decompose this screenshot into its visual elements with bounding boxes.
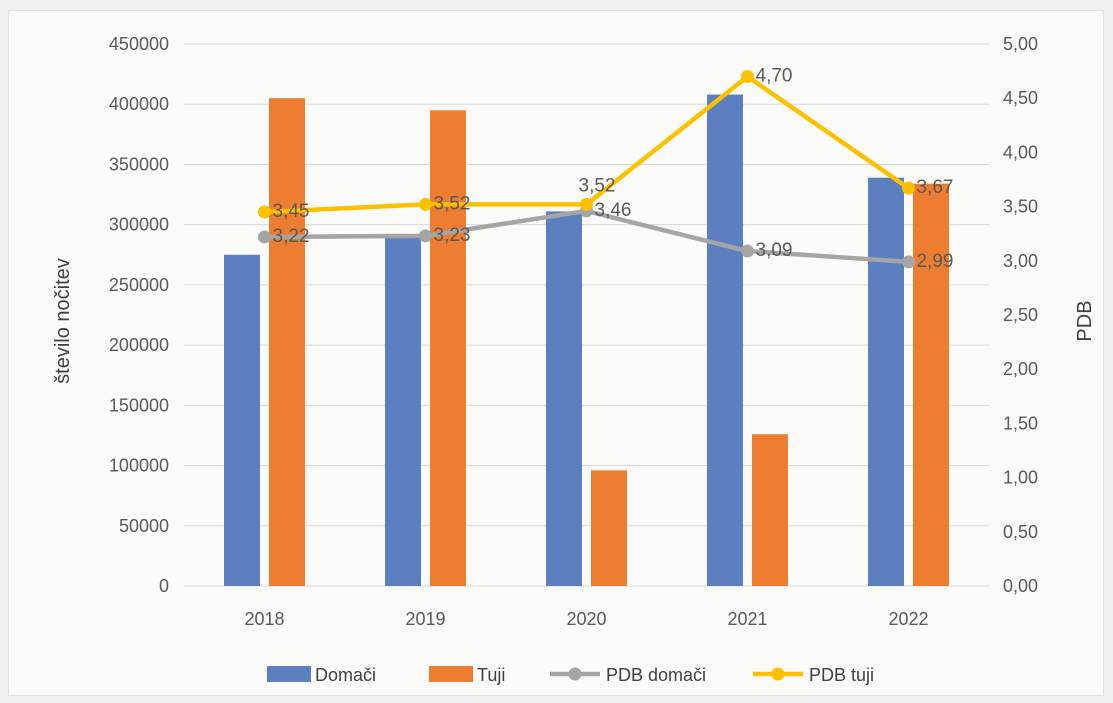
x-category-label: 2020 <box>566 609 606 629</box>
lines <box>258 70 915 269</box>
right-tick-label: 3,00 <box>1003 251 1038 271</box>
bar-tuji <box>913 183 949 586</box>
bar-tuji <box>430 110 466 586</box>
data-labels: 3,22 3,23 3,46 3,09 2,99 3,45 3,52 3,52 4,70 3,67 <box>273 66 954 272</box>
right-tick-label: 2,50 <box>1003 305 1038 325</box>
data-label: 3,09 <box>756 240 793 261</box>
right-tick-label: 1,00 <box>1003 468 1038 488</box>
left-tick-label: 150000 <box>109 395 169 415</box>
marker-pdb-tuji <box>741 70 754 84</box>
left-tick-label: 350000 <box>109 154 169 174</box>
marker-pdb-domaci <box>419 229 432 243</box>
bar-tuji <box>752 434 788 586</box>
left-tick-label: 100000 <box>109 456 169 476</box>
x-category-label: 2019 <box>405 609 445 629</box>
left-tick-label: 400000 <box>109 94 169 114</box>
marker-pdb-tuji <box>580 197 593 211</box>
bar-domaci <box>385 235 421 587</box>
data-label: 3,46 <box>595 200 632 221</box>
right-tick-label: 4,50 <box>1003 88 1038 108</box>
right-tick-label: 2,00 <box>1003 359 1038 379</box>
right-tick-label: 5,00 <box>1003 34 1038 54</box>
left-axis-title: število nočitev <box>52 258 74 384</box>
right-tick-label: 4,00 <box>1003 142 1038 162</box>
legend-label: PDB tuji <box>809 665 874 685</box>
data-label: 3,22 <box>273 226 310 247</box>
data-label: 3,45 <box>273 201 310 222</box>
data-label: 3,23 <box>434 225 471 246</box>
left-axis-ticks: 0 50000 100000 150000 200000 250000 300000 3500… <box>109 34 169 596</box>
left-tick-label: 0 <box>159 576 169 596</box>
legend-label: Tuji <box>477 665 505 685</box>
left-tick-label: 200000 <box>109 335 169 355</box>
right-tick-label: 1,50 <box>1003 413 1038 433</box>
right-tick-label: 0,00 <box>1003 576 1038 596</box>
marker-pdb-domaci <box>258 230 271 244</box>
right-axis-ticks: 0,00 0,50 1,00 1,50 2,00 2,50 3,00 3,50 4,00 4,50… <box>1003 34 1038 596</box>
legend-swatch <box>267 666 311 682</box>
chart-frame: 0 50000 100000 150000 200000 250000 300000 3500… <box>8 10 1104 696</box>
x-category-label: 2022 <box>888 609 928 629</box>
bar-tuji <box>269 98 305 586</box>
data-label: 4,70 <box>756 66 793 87</box>
data-label: 3,52 <box>579 175 616 196</box>
data-label: 3,67 <box>917 177 954 198</box>
marker-pdb-domaci <box>741 244 754 258</box>
gridlines <box>184 43 989 587</box>
bar-domaci <box>546 211 582 586</box>
x-category-label: 2018 <box>244 609 284 629</box>
left-tick-label: 50000 <box>119 516 169 536</box>
legend-label: PDB domači <box>606 665 706 685</box>
legend-marker <box>568 667 582 681</box>
bar-tuji <box>591 470 627 586</box>
legend-swatch <box>429 666 473 682</box>
marker-pdb-tuji <box>419 197 432 211</box>
marker-pdb-domaci <box>902 255 915 269</box>
legend-marker <box>771 667 785 681</box>
bars <box>224 94 949 587</box>
left-tick-label: 450000 <box>109 34 169 54</box>
data-label: 3,52 <box>434 193 471 214</box>
left-tick-label: 250000 <box>109 275 169 295</box>
marker-pdb-tuji <box>902 181 915 195</box>
right-tick-label: 0,50 <box>1003 522 1038 542</box>
data-label: 2,99 <box>917 251 954 272</box>
bar-domaci <box>224 254 260 586</box>
x-axis-categories: 2018 2019 2020 2021 2022 <box>244 609 928 629</box>
right-axis-title: PDB <box>1074 300 1096 341</box>
x-category-label: 2021 <box>727 609 767 629</box>
left-tick-label: 300000 <box>109 215 169 235</box>
marker-pdb-tuji <box>258 205 271 219</box>
combo-chart: 0 50000 100000 150000 200000 250000 300000 3500… <box>52 34 1096 685</box>
legend-label: Domači <box>315 665 376 685</box>
right-tick-label: 3,50 <box>1003 197 1038 217</box>
bar-domaci <box>707 94 743 586</box>
legend: Domači Tuji PDB domači PDB tuji <box>267 665 874 685</box>
line-pdb-domaci <box>264 208 909 265</box>
bar-domaci <box>868 177 904 586</box>
